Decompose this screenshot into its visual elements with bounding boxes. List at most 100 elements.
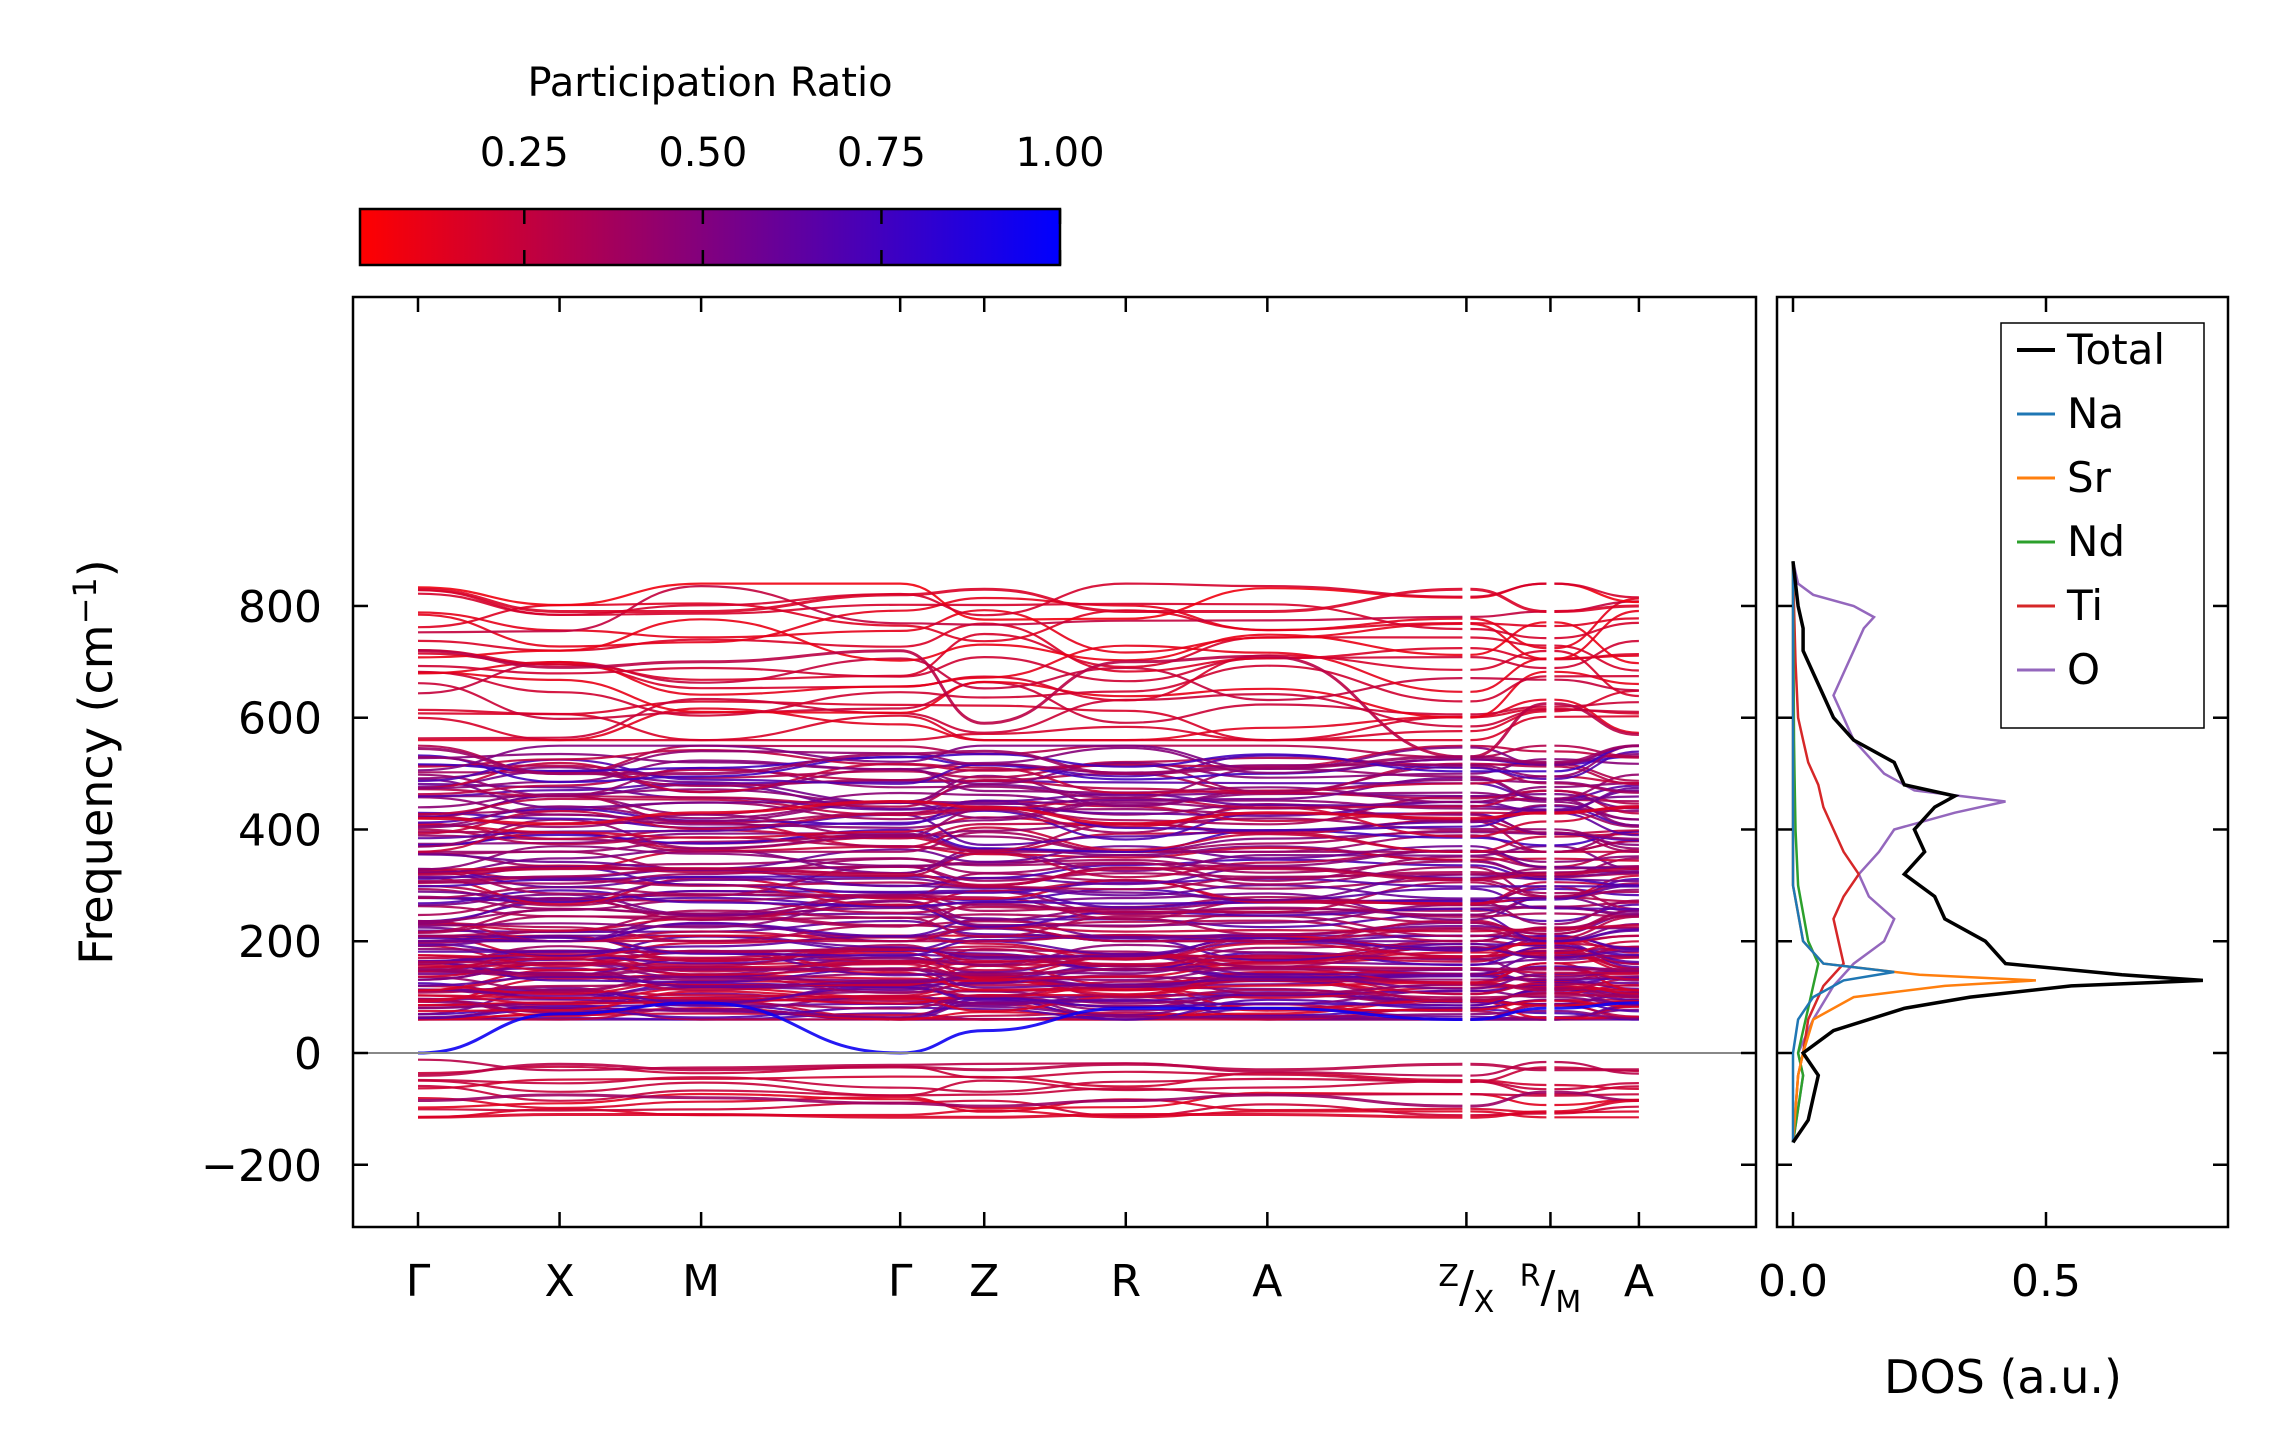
phonon-branch [417,799,1463,835]
phonon-branch [1554,928,1639,943]
x-tick-label-lower: M [1555,1285,1581,1320]
phonon-branch [1554,831,1639,840]
phonon-branch [1470,622,1547,660]
phonon-branch [417,1099,1463,1118]
phonon-branch [417,973,1463,996]
phonon-branch [1554,765,1639,786]
phonon-branch [417,782,1463,818]
phonon-branch [1554,975,1639,981]
phonon-branch [1470,912,1547,918]
phonon-branch [417,845,1463,871]
phonon-branch [1470,896,1547,900]
x-tick-label: Γ [888,1256,913,1307]
phonon-branch [417,744,1463,772]
phonon-branch [1554,981,1639,985]
phonon-branch [1554,795,1639,801]
phonon-branch [1554,855,1639,863]
main-x-ticks: Γ X M Γ Z R A Z/XR/M A [406,297,1654,1320]
phonon-branch [1470,622,1547,628]
phonon-branch [1554,782,1639,794]
x-tick-label-slash: / [1459,1262,1474,1313]
phonon-branch [1554,924,1639,931]
phonon-branch [417,671,1463,719]
phonon-branch [417,900,1463,929]
phonon-branch [1470,999,1547,1011]
phonon-branch [417,766,1463,804]
phonon-branch [1554,698,1639,734]
x-tick-label: R [1110,1256,1141,1307]
x-tick-label: R/M [1520,1259,1582,1320]
phonon-branch [1554,649,1639,698]
phonon-branch [1554,639,1639,670]
phonon-branch [1470,621,1547,656]
phonon-branch [417,819,1463,841]
phonon-branch [1554,670,1639,686]
phonon-branch-sample [417,967,1463,977]
phonon-branch [1470,1060,1547,1077]
phonon-branch [417,865,1463,883]
phonon-branch [1554,949,1639,959]
phonon-branch-sample [417,1062,1463,1077]
x-tick-label-upper: R [1520,1259,1541,1294]
dos-curves [1791,561,2204,1144]
phonon-branch-sample [1554,805,1639,815]
phonon-branch [1554,708,1639,713]
phonon-branch-sample [417,1093,1463,1108]
colorbar-gradient [358,207,1062,267]
phonon-branch [1470,1079,1547,1087]
phonon-branch [417,754,1463,785]
phonon-branch [1470,952,1547,958]
dos-series-total [1791,561,2204,1144]
dos-x-axis-title: DOS (a.u.) [1884,1350,2122,1404]
phonon-branch [1554,1009,1639,1020]
phonon-branch [1554,773,1639,800]
legend-label-sr: Sr [2067,453,2112,502]
phonon-branch [417,680,1463,724]
phonon-branch [1470,705,1547,716]
phonon-branch [1470,978,1547,981]
y-axis-title-main: Frequency (cm [69,624,123,964]
phonon-branch [1554,840,1639,853]
legend: Total Na Sr Nd Ti O [2000,322,2205,729]
y-tick-label: 0 [294,1029,322,1080]
phonon-branch [417,864,1463,897]
phonon-branch-sample [1470,1062,1547,1072]
y-tick-label: 200 [238,917,322,968]
phonon-branch [1554,907,1639,911]
phonon-branch [1554,1085,1639,1096]
phonon-branch-sample [417,799,1463,826]
phonon-branch [1470,710,1547,733]
phonon-branch-sample [417,1001,1463,1055]
phonon-branch [1554,970,1639,978]
phonon-branch-sample [417,747,1463,776]
phonon-branch [417,1076,1463,1093]
x-tick-label-upper: Z [1438,1259,1459,1294]
phonon-branch [417,881,1463,914]
phonon-branch [1470,864,1547,881]
y-tick-label: −200 [201,1141,322,1192]
phonon-branch [1554,912,1639,918]
phonon-branch [1554,882,1639,898]
phonon-branch [417,761,1463,795]
y-axis-title-close: ) [69,559,123,577]
phonon-branch [1554,582,1639,599]
phonon-branch-sample [1470,755,1547,764]
phonon-branch-sample [1470,587,1547,613]
y-tick-label: 800 [238,582,322,633]
phonon-branch [417,655,1463,683]
x-tick-label: Γ [406,1256,431,1307]
phonon-branch [1470,866,1547,898]
phonon-branch [1470,836,1547,847]
phonon-branch [417,582,1463,621]
colorbar-tick-label: 1.00 [1015,130,1104,176]
phonon-branch [417,700,1463,742]
phonon-branch [417,1072,1463,1090]
phonon-branch [1554,653,1639,661]
phonon-branch [417,845,1463,871]
phonon-branch [417,902,1463,928]
phonon-branch [1470,677,1547,681]
phonon-branch [1554,940,1639,955]
phonon-branch [417,1058,1463,1077]
